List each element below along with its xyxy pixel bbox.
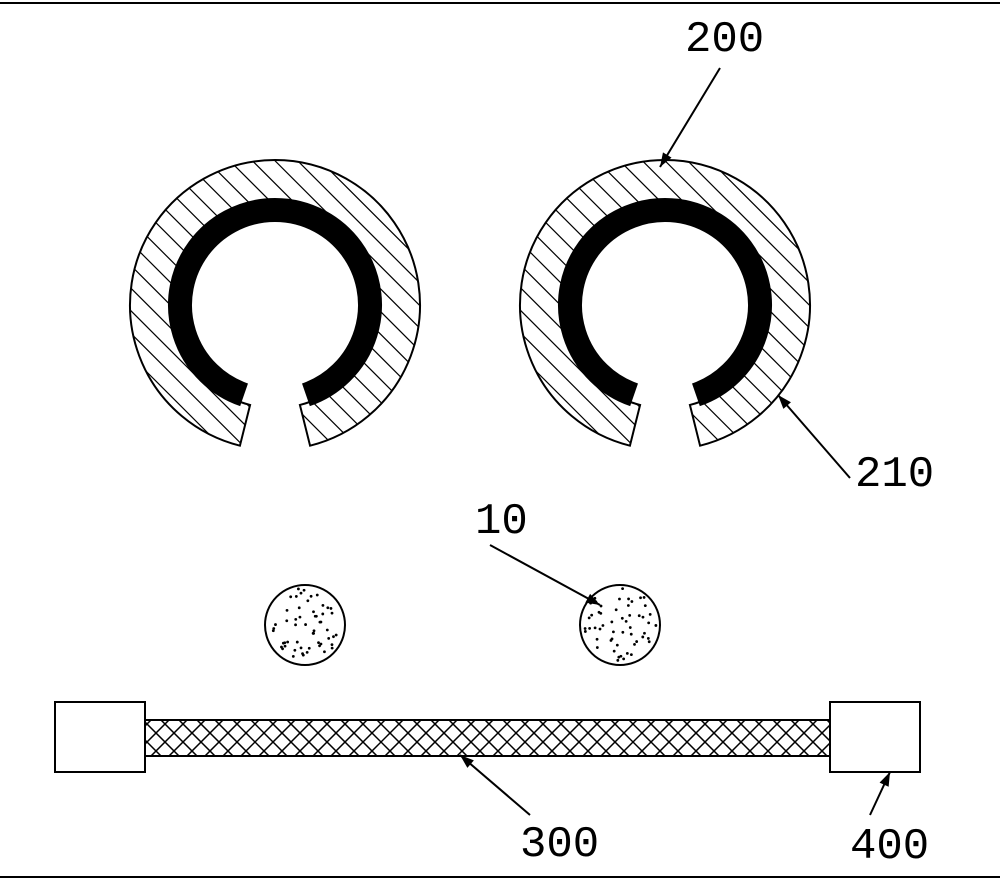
leader-lines	[460, 68, 890, 815]
hatched-rings	[0, 0, 1000, 735]
crosshatched-bar	[38, 715, 940, 761]
speckled-circles	[265, 585, 660, 665]
label-200: 200	[685, 15, 764, 65]
label-300: 300	[520, 820, 599, 870]
label-210: 210	[855, 450, 934, 500]
label-10: 10	[475, 497, 528, 547]
label-400: 400	[850, 822, 929, 872]
black-inner-arcs	[180, 210, 760, 395]
